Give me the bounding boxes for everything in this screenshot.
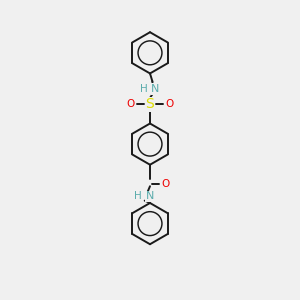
- Text: N: N: [146, 191, 154, 201]
- Text: S: S: [146, 98, 154, 111]
- Text: O: O: [161, 179, 170, 189]
- Text: O: O: [127, 99, 135, 110]
- Text: N: N: [151, 84, 160, 94]
- Text: H: H: [140, 84, 147, 94]
- Text: H: H: [134, 191, 142, 201]
- Text: O: O: [165, 99, 173, 110]
